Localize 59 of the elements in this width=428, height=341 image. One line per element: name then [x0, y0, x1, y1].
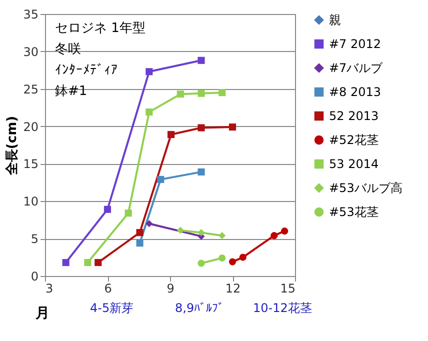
- x-tick-label: 3: [46, 282, 54, 296]
- point: [146, 108, 153, 116]
- annotation: 鉢#1: [55, 84, 88, 99]
- annotation: ｲﾝﾀｰﾒﾃﾞｨｱ: [55, 63, 118, 78]
- point: [198, 56, 205, 64]
- x-tick-label: 9: [166, 282, 174, 296]
- point: [136, 229, 144, 236]
- point: [281, 228, 288, 235]
- annotation: 冬咲: [55, 42, 81, 57]
- legend-label: 53 2014: [329, 157, 379, 171]
- y-tick-label: 10: [23, 194, 38, 209]
- point: [198, 168, 205, 176]
- y-tick-label: 35: [23, 8, 38, 22]
- point: [136, 240, 144, 247]
- legend-label: #8 2013: [329, 85, 382, 99]
- y-axis-title: 全長(cm): [5, 116, 20, 176]
- point: [157, 176, 164, 183]
- point: [104, 206, 112, 213]
- legend-label: #7 2012: [329, 37, 382, 51]
- x-axis-title: 月: [34, 306, 50, 322]
- point: [198, 229, 205, 236]
- point: [62, 258, 70, 266]
- point: [198, 260, 205, 267]
- y-tick-label: 30: [23, 44, 38, 59]
- y-tick-label: 20: [23, 120, 38, 134]
- x-tick-label: 6: [104, 282, 112, 296]
- point: [146, 68, 153, 76]
- point: [168, 130, 175, 138]
- legend-label: 52 2013: [329, 109, 379, 123]
- text: 8,9ﾊﾞﾙﾌﾞ: [175, 301, 224, 315]
- x-tick-label: 12: [225, 282, 241, 296]
- y-tick-label: 0: [30, 270, 38, 284]
- point: [198, 124, 205, 132]
- point: [94, 258, 102, 266]
- point: [84, 258, 92, 266]
- legend-label: 親: [329, 13, 341, 27]
- point: [218, 254, 226, 262]
- point: [239, 254, 246, 261]
- point: [176, 226, 184, 234]
- text: 10-12花茎: [253, 301, 312, 315]
- y-tick-label: 15: [23, 157, 38, 172]
- y-tick-label: 5: [30, 232, 38, 246]
- point: [198, 90, 205, 97]
- point: [218, 232, 226, 240]
- point: [176, 90, 184, 98]
- point: [218, 89, 226, 96]
- point: [146, 220, 153, 228]
- text: 4-5新芽: [90, 301, 134, 315]
- point: [124, 210, 132, 217]
- annotation: セロジネ 1年型: [55, 21, 146, 36]
- legend-label: #53バルブ高: [329, 181, 402, 195]
- legend-label: #7バルブ: [329, 61, 384, 75]
- point: [228, 258, 236, 266]
- legend-label: #53花茎: [329, 205, 378, 219]
- point: [270, 232, 278, 240]
- y-tick-label: 25: [23, 82, 38, 96]
- x-tick-label: 15: [280, 282, 296, 296]
- legend-label: #52花茎: [329, 133, 378, 147]
- point: [228, 124, 236, 131]
